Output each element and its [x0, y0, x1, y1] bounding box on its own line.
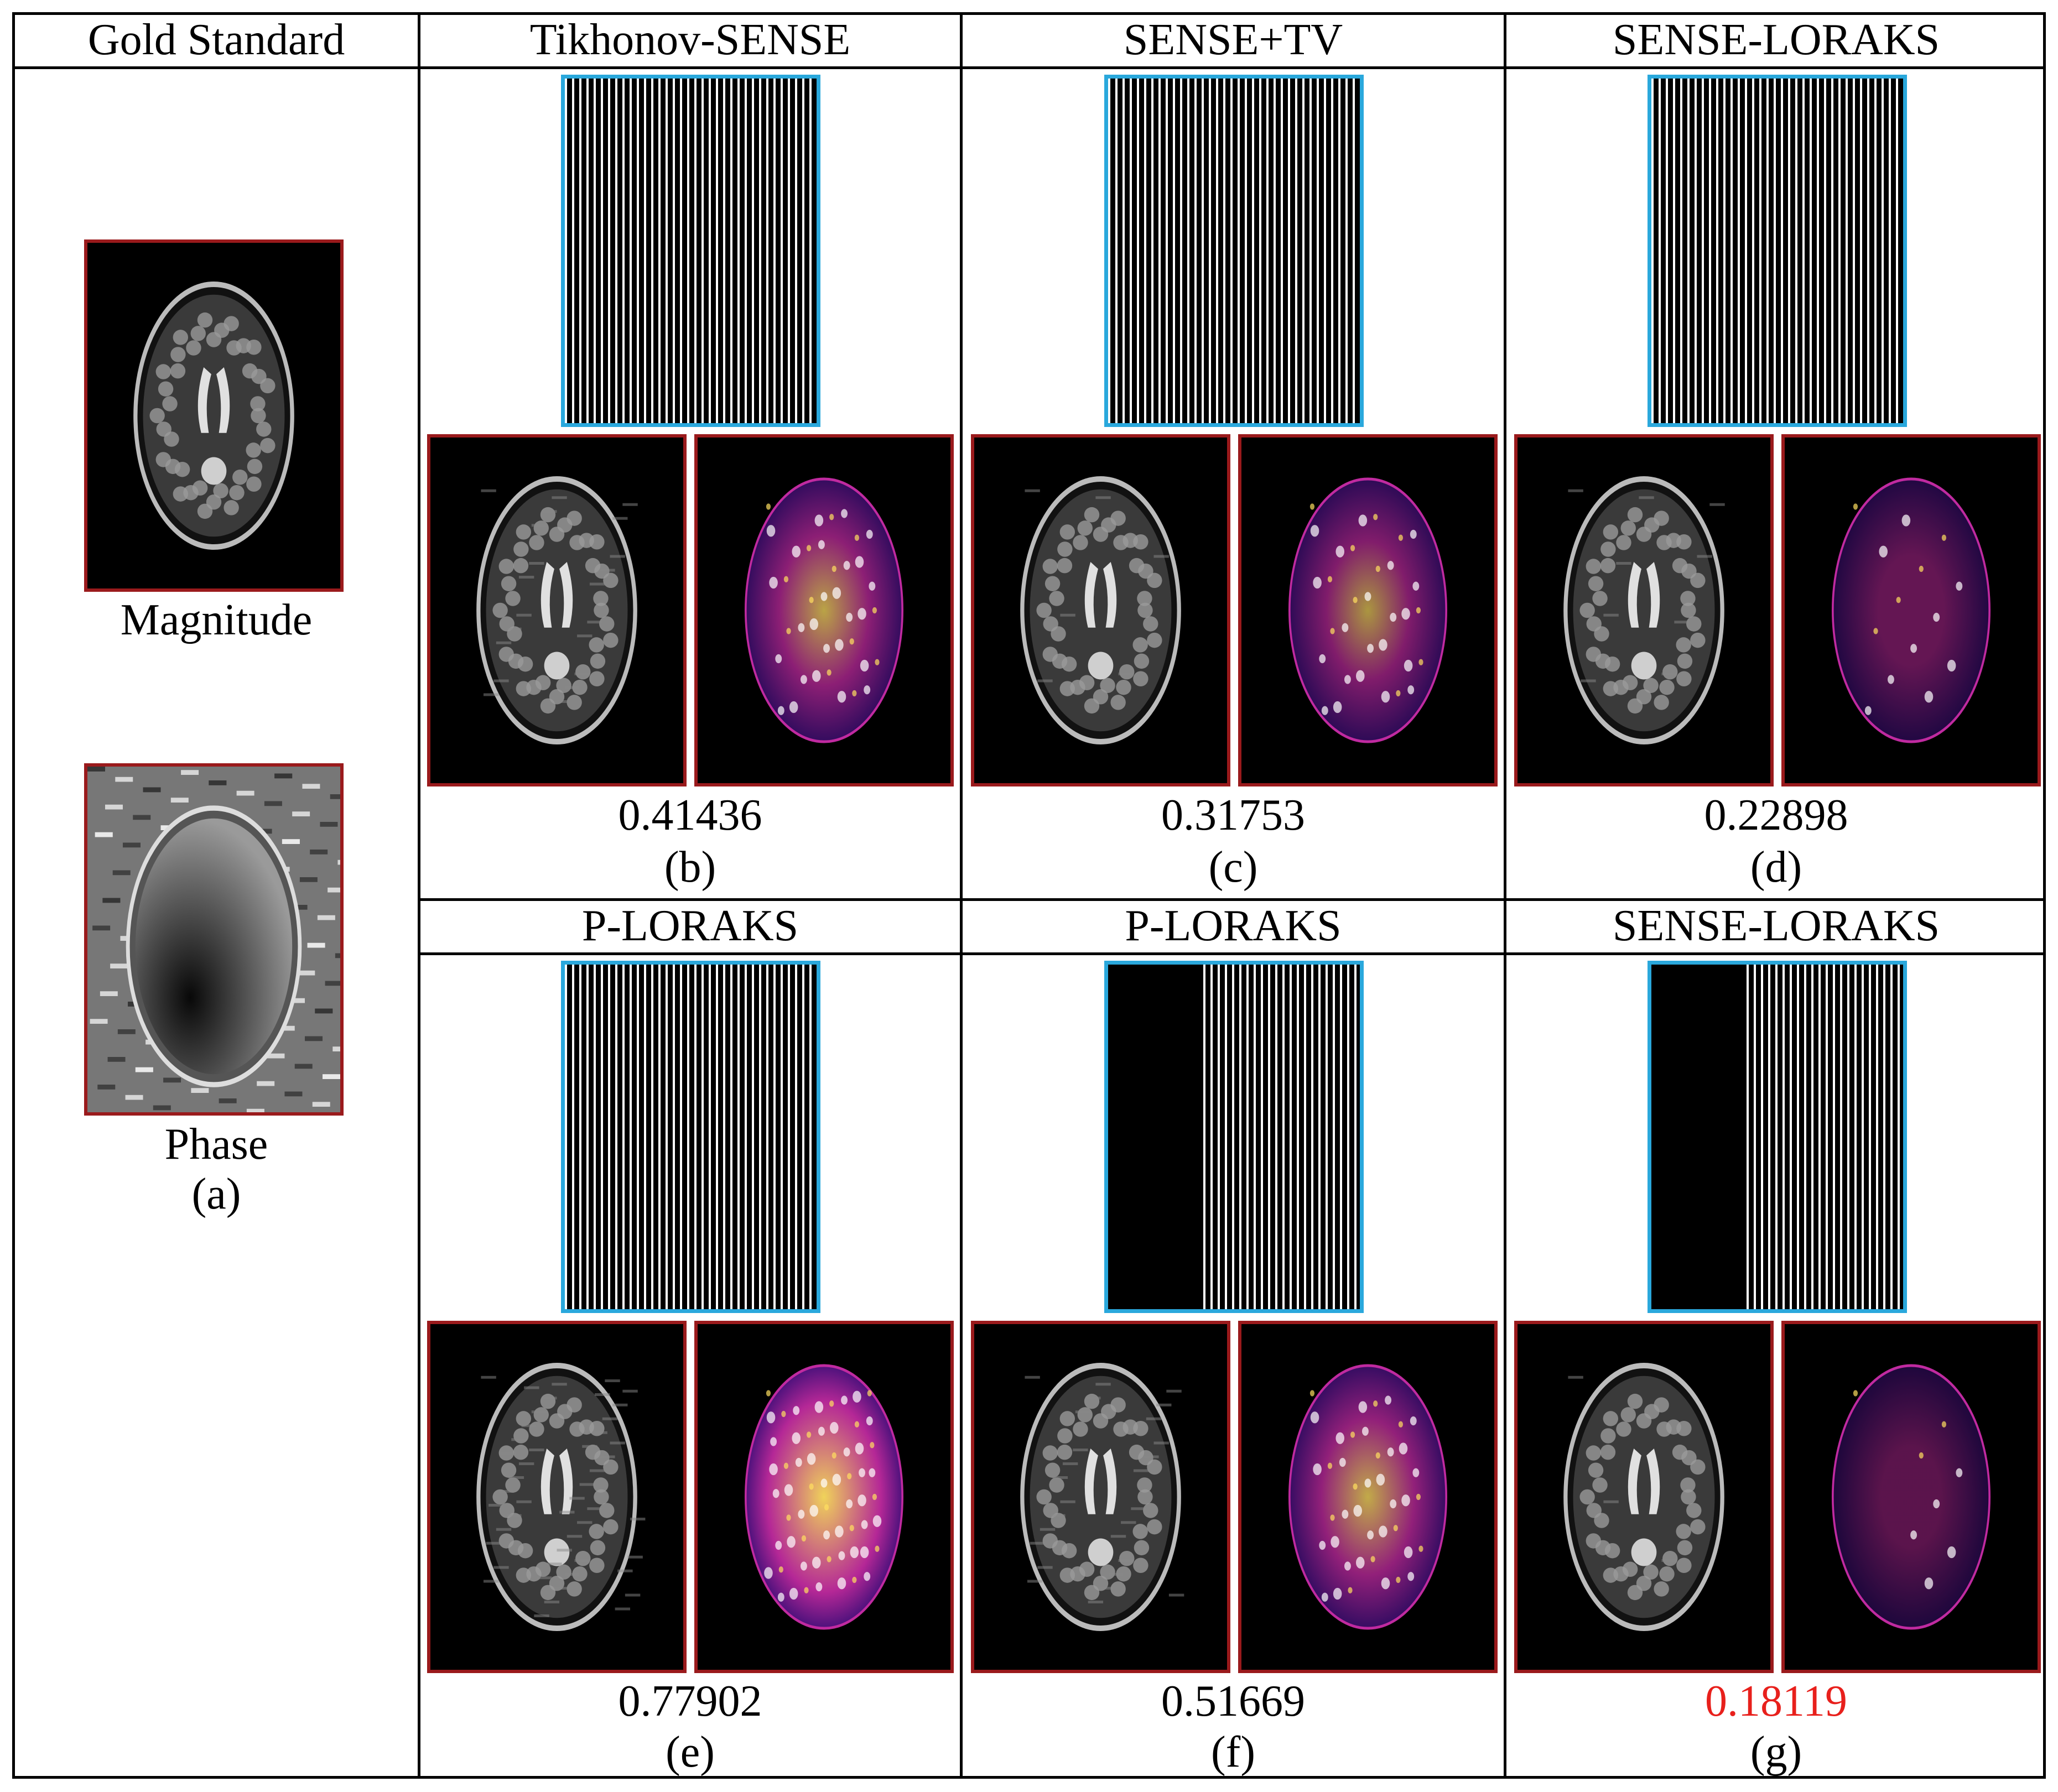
- panel-d-header: SENSE-LORAKS: [1612, 15, 1940, 64]
- panel-f-sampling-mask: [1104, 961, 1364, 1313]
- grid-divider: [960, 12, 963, 1779]
- panel-g-error-map: [1781, 1321, 2041, 1673]
- panel-g-header: SENSE-LORAKS: [1612, 902, 1940, 950]
- magnitude-label: Magnitude: [120, 596, 313, 644]
- panel-b-letter: (b): [664, 843, 716, 892]
- panel-b-reconstruction: [427, 434, 687, 786]
- panel-e-metric: 0.77902: [618, 1677, 762, 1726]
- panel-e-reconstruction: [427, 1321, 687, 1673]
- panel-g-letter: (g): [1750, 1728, 1802, 1777]
- panel-g-reconstruction: [1514, 1321, 1774, 1673]
- panel-d-metric: 0.22898: [1704, 791, 1848, 840]
- panel-b-header: Tikhonov-SENSE: [529, 15, 851, 64]
- panel-g-metric: 0.18119: [1704, 1677, 1848, 1726]
- grid-divider: [1504, 12, 1506, 1779]
- panel-e-letter: (e): [666, 1728, 715, 1777]
- panel-letter-a: (a): [191, 1170, 241, 1218]
- panel-e-sampling-mask: [561, 961, 820, 1313]
- panel-d-sampling-mask: [1648, 75, 1907, 427]
- phase-label: Phase: [164, 1120, 268, 1169]
- panel-g-sampling-mask: [1648, 961, 1907, 1313]
- grid-divider: [418, 898, 2046, 901]
- grid-divider: [12, 66, 2046, 69]
- figure-frame: [12, 12, 2046, 1779]
- panel-d-letter: (d): [1750, 843, 1802, 892]
- panel-c-sampling-mask: [1104, 75, 1364, 427]
- gold-standard-header: Gold Standard: [87, 15, 345, 64]
- panel-f-letter: (f): [1211, 1728, 1255, 1777]
- panel-c-header: SENSE+TV: [1123, 15, 1343, 64]
- panel-f-header: P-LORAKS: [1125, 902, 1342, 950]
- panel-f-reconstruction: [971, 1321, 1230, 1673]
- panel-c-letter: (c): [1208, 843, 1258, 892]
- panel-d-reconstruction: [1514, 434, 1774, 786]
- gold-phase-image: [84, 763, 344, 1116]
- panel-b-metric: 0.41436: [618, 791, 762, 840]
- panel-c-error-map: [1238, 434, 1498, 786]
- panel-b-sampling-mask: [561, 75, 820, 427]
- panel-d-error-map: [1781, 434, 2041, 786]
- panel-e-error-map: [694, 1321, 954, 1673]
- grid-divider: [418, 952, 2046, 955]
- panel-b-error-map: [694, 434, 954, 786]
- panel-f-metric: 0.51669: [1161, 1677, 1305, 1726]
- panel-f-error-map: [1238, 1321, 1498, 1673]
- gold-magnitude-image: [84, 239, 344, 592]
- grid-divider: [418, 12, 420, 1779]
- panel-c-reconstruction: [971, 434, 1230, 786]
- panel-c-metric: 0.31753: [1161, 791, 1305, 840]
- panel-e-header: P-LORAKS: [581, 902, 799, 950]
